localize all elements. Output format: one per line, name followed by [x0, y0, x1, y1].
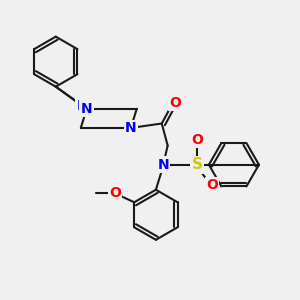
- Text: N: N: [158, 158, 169, 172]
- Text: N: N: [81, 102, 92, 116]
- Text: O: O: [206, 178, 218, 192]
- Text: O: O: [109, 186, 121, 200]
- Text: S: S: [192, 157, 203, 172]
- Text: O: O: [169, 96, 181, 110]
- Text: O: O: [191, 133, 203, 147]
- Text: N: N: [76, 99, 88, 113]
- Text: N: N: [125, 121, 137, 135]
